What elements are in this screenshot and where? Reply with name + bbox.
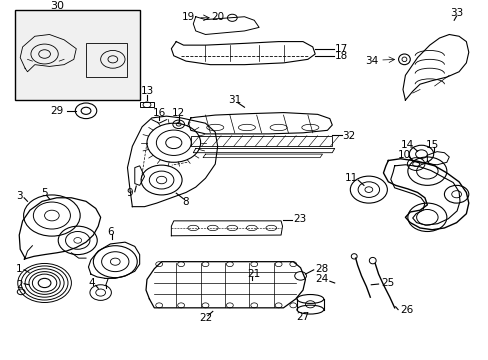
Text: 9: 9 — [126, 188, 133, 198]
Text: 27: 27 — [296, 312, 309, 323]
Text: 4: 4 — [88, 278, 95, 288]
Text: 31: 31 — [228, 95, 241, 105]
Text: 8: 8 — [183, 197, 189, 207]
Text: 15: 15 — [425, 140, 438, 149]
Text: 6: 6 — [107, 226, 114, 237]
Text: 25: 25 — [380, 278, 393, 288]
Text: 20: 20 — [211, 12, 224, 22]
Text: 5: 5 — [41, 188, 48, 198]
Text: 28: 28 — [315, 264, 328, 274]
Text: 19: 19 — [182, 12, 195, 22]
Text: 16: 16 — [152, 108, 165, 118]
Text: 12: 12 — [172, 108, 185, 118]
Bar — [190, 136, 331, 146]
Text: 3: 3 — [16, 191, 22, 201]
Text: 34: 34 — [365, 56, 378, 66]
Text: 33: 33 — [449, 8, 462, 18]
Text: 13: 13 — [140, 86, 153, 96]
Text: 11: 11 — [345, 173, 358, 183]
Text: 22: 22 — [199, 314, 212, 324]
Text: 24: 24 — [315, 274, 328, 284]
Text: 29: 29 — [50, 106, 63, 116]
Text: 32: 32 — [341, 131, 355, 141]
Text: 18: 18 — [334, 51, 347, 61]
Text: 17: 17 — [334, 44, 347, 54]
Text: 2: 2 — [16, 280, 22, 290]
Text: 10: 10 — [397, 150, 410, 160]
Text: 1: 1 — [16, 264, 22, 274]
Text: 30: 30 — [50, 1, 63, 11]
Bar — [15, 10, 140, 100]
Text: 21: 21 — [247, 269, 260, 279]
Text: 7: 7 — [102, 278, 109, 288]
Bar — [86, 43, 127, 77]
Text: 14: 14 — [401, 140, 414, 149]
Text: 23: 23 — [293, 214, 306, 224]
Text: 26: 26 — [400, 305, 413, 315]
